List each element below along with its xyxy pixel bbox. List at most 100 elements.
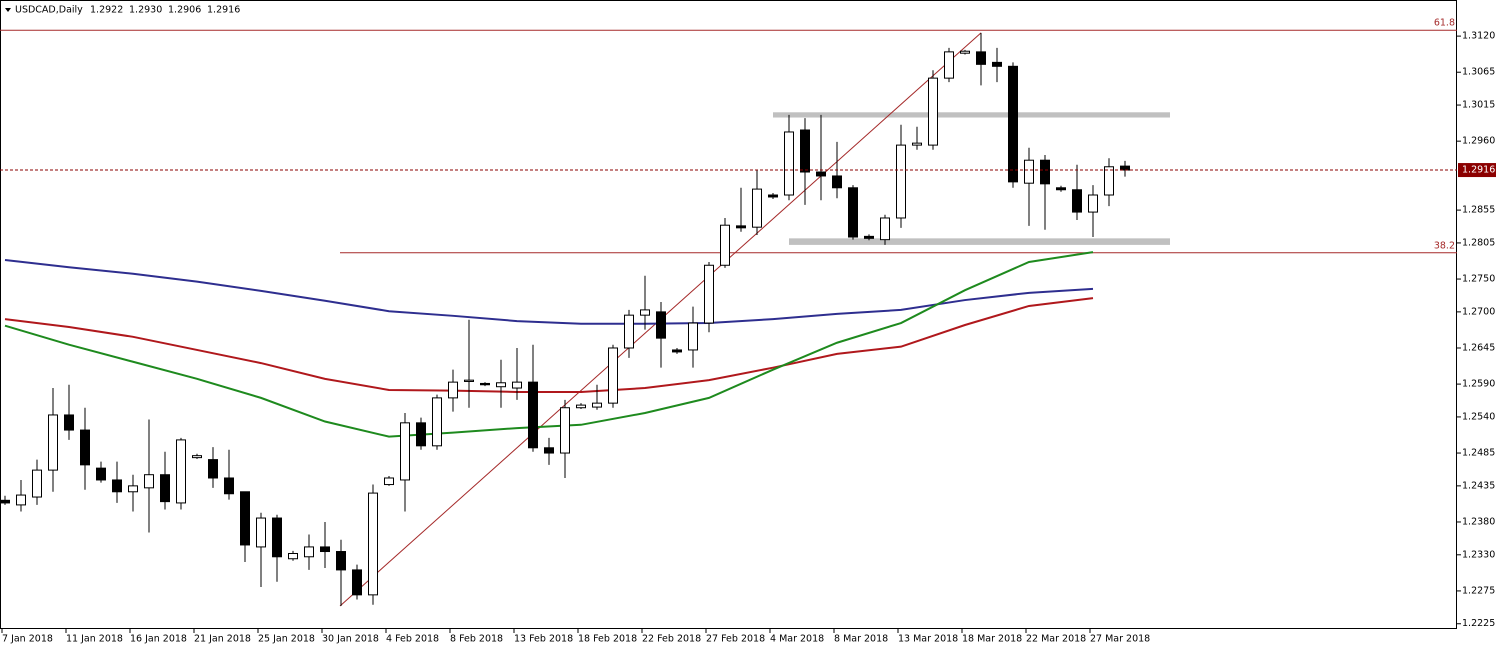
ohlc-value: 1.2916 [207, 5, 240, 16]
candle-body [128, 485, 138, 493]
candle-body [576, 404, 586, 409]
y-tick-label: 1.2435 [1462, 480, 1495, 491]
candle-body [672, 349, 682, 353]
candle-body [400, 422, 410, 481]
last-price-box [1458, 163, 1496, 178]
y-tick-label: 1.2485 [1462, 448, 1495, 459]
candle-body [880, 217, 890, 241]
candle-body [240, 491, 250, 546]
candle-body [1008, 65, 1018, 183]
candle-body [1024, 159, 1034, 184]
candle-body [896, 144, 906, 219]
y-tick-label: 1.2590 [1462, 379, 1495, 390]
candle-body [80, 429, 90, 466]
x-tick-label: 4 Mar 2018 [770, 634, 824, 645]
candle-body [784, 131, 794, 196]
x-tick-label: 11 Jan 2018 [66, 634, 123, 645]
candle-body [992, 61, 1002, 67]
y-tick-label: 1.2380 [1462, 516, 1495, 527]
y-tick-label: 1.3015 [1462, 100, 1495, 111]
x-tick-label: 18 Mar 2018 [962, 634, 1022, 645]
x-tick-label: 27 Mar 2018 [1090, 634, 1150, 645]
fib-label: 61.8 [1434, 18, 1455, 29]
y-tick-label: 1.3120 [1462, 31, 1495, 42]
ohlc-value: 1.2922 [90, 5, 123, 16]
y-tick-label: 1.2275 [1462, 585, 1495, 596]
y-tick-label: 1.2855 [1462, 205, 1495, 216]
candle-body [768, 194, 778, 198]
candle-body [656, 311, 666, 339]
candle-body [464, 379, 474, 382]
candle-body [912, 142, 922, 146]
y-tick-label: 1.2540 [1462, 411, 1495, 422]
y-tick-label: 1.2805 [1462, 237, 1495, 248]
symbol-menu-icon [5, 8, 11, 12]
x-tick-label: 16 Jan 2018 [130, 634, 187, 645]
candle-body [352, 569, 362, 596]
candle-body [800, 129, 810, 173]
moving-average [4, 259, 1094, 325]
candle-body [736, 225, 746, 229]
candle-body [592, 402, 602, 408]
candle-body [640, 309, 650, 316]
candle-body [384, 477, 394, 486]
candle-body [1120, 165, 1130, 171]
candle-body [480, 382, 490, 386]
candle-body [0, 499, 10, 504]
candle-body [416, 422, 426, 447]
x-tick-label: 21 Jan 2018 [194, 634, 251, 645]
candle-body [64, 414, 74, 431]
candle-body [560, 407, 570, 454]
candle-body [256, 517, 266, 548]
x-tick-label: 13 Mar 2018 [898, 634, 958, 645]
candle-body [1040, 159, 1050, 185]
candle-body [832, 175, 842, 189]
ohlc-value: 1.2930 [129, 5, 162, 16]
candle-body [288, 552, 298, 560]
x-tick-label: 22 Feb 2018 [642, 634, 701, 645]
candle-body [544, 447, 554, 454]
candle-body [272, 517, 282, 558]
candle-body [320, 546, 330, 553]
ohlc-value: 1.2906 [168, 5, 201, 16]
candle-body [224, 477, 234, 495]
y-tick-label: 1.2960 [1462, 136, 1495, 147]
candle-body [192, 455, 202, 459]
x-tick-label: 25 Jan 2018 [258, 634, 315, 645]
last-price-label: 1.2916 [1462, 165, 1495, 176]
sr-zone [773, 112, 1170, 118]
candle-body [720, 224, 730, 266]
y-tick-label: 1.2750 [1462, 274, 1495, 285]
x-tick-label: 22 Mar 2018 [1026, 634, 1086, 645]
candle-body [512, 381, 522, 389]
candle-body [848, 187, 858, 238]
candle-body [976, 51, 986, 65]
candle-body [16, 494, 26, 506]
candle-body [176, 439, 186, 504]
plot-frame [0, 0, 1457, 629]
x-tick-label: 18 Feb 2018 [578, 634, 637, 645]
candle-body [864, 235, 874, 239]
candle-body [496, 382, 506, 388]
candle-body [816, 171, 826, 177]
candle-body [1104, 166, 1114, 196]
candle-body [704, 264, 714, 324]
x-tick-label: 13 Feb 2018 [514, 634, 573, 645]
candle-body [96, 467, 106, 481]
x-tick-label: 8 Feb 2018 [450, 634, 503, 645]
x-tick-label: 4 Feb 2018 [386, 634, 439, 645]
moving-average [4, 251, 1094, 438]
fib-label: 38.2 [1434, 240, 1455, 251]
candle-body [448, 381, 458, 399]
candle-body [48, 414, 58, 471]
candle-body [624, 314, 634, 349]
candle-body [368, 492, 378, 596]
candle-body [32, 469, 42, 498]
candle-body [688, 322, 698, 351]
candle-body [160, 474, 170, 503]
candle-body [112, 479, 122, 493]
candle-body [208, 459, 218, 479]
x-tick-label: 7 Jan 2018 [2, 634, 53, 645]
y-tick-label: 1.2645 [1462, 342, 1495, 353]
